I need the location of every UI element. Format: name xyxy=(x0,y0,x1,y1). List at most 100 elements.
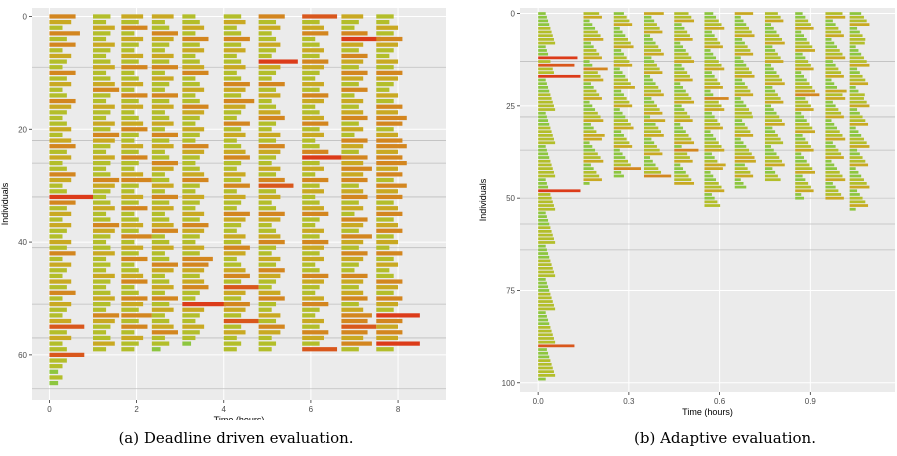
task-bar xyxy=(704,130,711,134)
task-bar xyxy=(704,78,718,82)
task-bar xyxy=(613,122,631,126)
task-bar xyxy=(223,59,242,64)
task-bar xyxy=(151,206,174,211)
task-bar xyxy=(849,67,858,71)
task-bar xyxy=(376,31,394,36)
task-bar xyxy=(258,223,272,228)
task-bar xyxy=(49,239,72,245)
task-bar xyxy=(341,177,368,183)
task-bar xyxy=(674,130,686,134)
task-bar xyxy=(613,56,627,60)
task-bar xyxy=(825,89,847,93)
y-tick-label: 75 xyxy=(506,286,515,295)
task-bar xyxy=(583,145,593,148)
task-bar xyxy=(849,122,869,126)
task-bar xyxy=(825,174,843,178)
task-bar xyxy=(341,110,364,115)
task-bar xyxy=(643,67,660,71)
task-bar xyxy=(223,251,246,256)
task-bar xyxy=(182,262,209,267)
task-bar xyxy=(825,167,837,170)
task-bar xyxy=(674,49,686,52)
task-bar xyxy=(674,12,689,15)
task-bar xyxy=(121,14,144,19)
task-bar xyxy=(258,14,285,19)
task-bar xyxy=(376,256,394,262)
task-bar xyxy=(704,108,725,111)
task-bar xyxy=(674,174,689,178)
task-bar xyxy=(583,167,594,170)
task-bar xyxy=(223,217,246,222)
task-bar xyxy=(258,307,272,312)
task-bar xyxy=(182,223,209,228)
task-bar xyxy=(849,82,869,86)
task-bar xyxy=(341,211,355,216)
task-bar xyxy=(613,34,626,38)
task-bar xyxy=(643,159,653,163)
task-bar xyxy=(538,237,554,241)
task-bar xyxy=(764,119,783,122)
task-bar xyxy=(182,42,200,47)
task-bar xyxy=(849,23,870,26)
task-bar xyxy=(849,148,858,152)
task-bar xyxy=(49,155,72,160)
task-bar xyxy=(674,108,685,111)
task-bar xyxy=(704,63,722,67)
task-bar xyxy=(49,76,67,81)
task-bar xyxy=(538,15,547,19)
task-bar xyxy=(613,141,630,145)
task-bar xyxy=(49,189,67,194)
task-bar xyxy=(704,89,711,93)
task-bar xyxy=(49,98,76,104)
task-bar xyxy=(302,172,316,177)
task-bar xyxy=(849,141,867,145)
task-bar xyxy=(825,145,836,148)
task-bar xyxy=(795,86,813,89)
task-bar xyxy=(341,93,355,98)
task-bar xyxy=(795,159,807,163)
task-bar xyxy=(849,134,862,137)
task-bar xyxy=(182,302,226,307)
task-bar xyxy=(704,115,715,119)
task-bar xyxy=(341,160,364,166)
task-bar xyxy=(538,340,556,344)
task-bar xyxy=(643,145,657,148)
task-bar xyxy=(704,189,725,193)
task-bar xyxy=(538,163,552,167)
task-bar xyxy=(121,121,144,126)
task-bar xyxy=(223,76,242,81)
task-bar xyxy=(674,111,688,115)
task-bar xyxy=(151,36,174,42)
task-bar xyxy=(182,341,192,346)
task-bar xyxy=(151,256,170,262)
task-bar xyxy=(182,245,205,250)
task-bar xyxy=(538,193,551,196)
task-bar xyxy=(643,82,656,86)
task-bar xyxy=(613,19,630,23)
task-bar xyxy=(223,172,246,177)
task-bar xyxy=(376,234,394,239)
task-bar xyxy=(674,19,695,23)
task-bar xyxy=(764,63,772,67)
task-bar xyxy=(121,155,148,160)
task-bar xyxy=(341,65,359,70)
task-bar xyxy=(258,87,277,92)
task-bar xyxy=(583,108,596,111)
task-bar xyxy=(341,25,355,30)
task-bar xyxy=(613,152,623,156)
task-bar xyxy=(341,183,359,188)
task-bar xyxy=(704,82,721,86)
task-bar xyxy=(151,268,174,273)
task-bar xyxy=(704,100,719,104)
task-bar xyxy=(643,38,653,41)
task-bar xyxy=(849,30,860,34)
task-bar xyxy=(795,34,804,38)
task-bar xyxy=(302,318,324,324)
task-bar xyxy=(302,36,316,42)
task-bar xyxy=(674,156,690,159)
task-bar xyxy=(182,31,196,36)
task-bar xyxy=(302,31,329,36)
task-bar xyxy=(538,266,553,270)
task-bar xyxy=(538,226,551,230)
task-bar xyxy=(121,290,139,295)
